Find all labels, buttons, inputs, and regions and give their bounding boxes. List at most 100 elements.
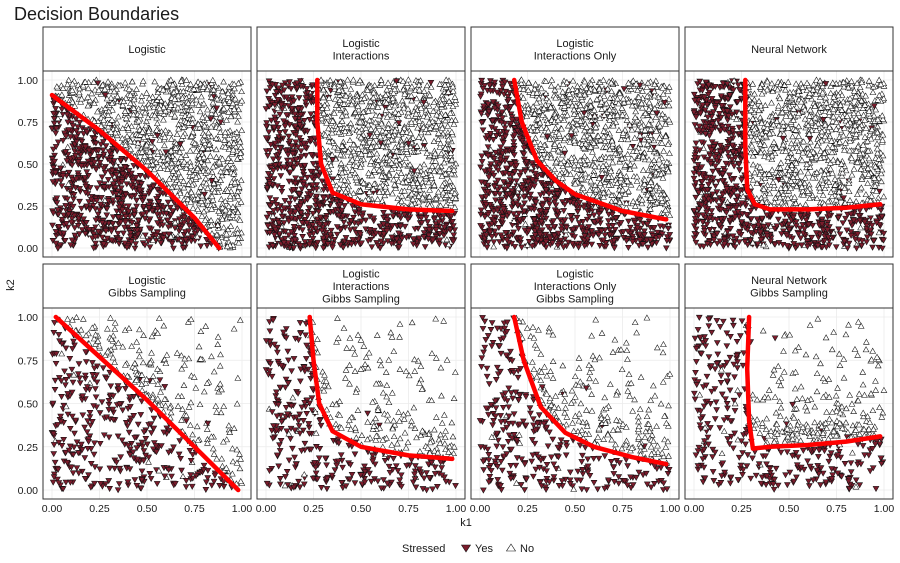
point-yes	[118, 200, 125, 207]
point-no	[599, 185, 607, 192]
point-yes	[166, 204, 174, 211]
point-no	[235, 183, 243, 190]
point-yes	[161, 231, 168, 238]
point-no	[227, 113, 235, 120]
point-yes	[156, 190, 164, 197]
point-no	[373, 150, 381, 157]
facet-panel: Logistic	[42, 26, 252, 258]
point-yes	[59, 137, 67, 144]
point-no	[325, 125, 332, 132]
point-no	[171, 112, 179, 119]
point-yes	[299, 234, 306, 240]
point-no	[572, 126, 580, 133]
point-yes	[284, 152, 292, 159]
point-yes	[125, 208, 133, 215]
point-yes	[164, 199, 172, 206]
point-no	[114, 113, 122, 120]
point-yes	[70, 196, 77, 203]
point-no	[367, 157, 375, 164]
point-yes	[479, 127, 487, 134]
point-yes	[117, 185, 125, 192]
point-no	[193, 233, 201, 240]
point-yes	[168, 240, 176, 247]
point-no	[237, 198, 245, 205]
point-no	[336, 97, 344, 103]
point-no	[185, 180, 192, 187]
point-no	[189, 93, 196, 100]
point-no	[639, 166, 647, 173]
point-no	[227, 157, 235, 164]
point-no	[84, 85, 92, 92]
point-yes	[50, 116, 58, 122]
point-no	[189, 128, 197, 135]
point-no	[71, 102, 79, 109]
point-no	[451, 93, 459, 100]
point-no	[230, 170, 238, 177]
point-yes	[63, 158, 71, 165]
point-no	[123, 132, 131, 139]
point-no	[107, 128, 115, 135]
point-no	[225, 108, 232, 115]
point-no	[203, 180, 210, 187]
point-no	[182, 164, 190, 171]
point-yes	[277, 173, 285, 180]
point-no	[162, 127, 169, 134]
point-yes	[133, 197, 140, 204]
point-yes	[427, 79, 435, 86]
point-no	[180, 87, 187, 94]
point-no	[226, 98, 233, 105]
point-yes	[574, 209, 582, 215]
point-no	[161, 133, 169, 140]
point-no	[204, 157, 212, 164]
point-no	[187, 80, 194, 87]
point-yes	[299, 227, 306, 234]
point-no	[219, 215, 226, 222]
point-yes	[83, 129, 91, 136]
point-no	[164, 166, 171, 172]
point-yes	[69, 203, 77, 210]
point-yes	[333, 231, 341, 238]
point-no	[452, 116, 459, 123]
facet-title: Interactions Only	[534, 50, 617, 62]
point-no	[217, 195, 225, 202]
point-yes	[58, 216, 66, 223]
point-no	[202, 175, 210, 182]
point-yes	[262, 106, 270, 113]
point-yes	[56, 242, 64, 249]
point-yes	[140, 204, 148, 210]
point-yes	[575, 244, 582, 251]
point-no	[213, 231, 221, 238]
point-yes	[436, 241, 443, 248]
point-no	[212, 135, 220, 141]
point-no	[221, 131, 229, 138]
point-no	[208, 205, 216, 212]
point-no	[171, 219, 179, 226]
point-no	[119, 125, 127, 132]
point-no	[238, 97, 246, 104]
point-no	[338, 117, 346, 124]
point-yes	[67, 187, 74, 194]
point-no	[235, 112, 242, 119]
point-yes	[516, 172, 524, 179]
point-no	[532, 80, 539, 87]
point-yes	[176, 141, 184, 148]
point-yes	[65, 169, 73, 176]
point-no	[221, 136, 228, 143]
point-yes	[71, 225, 79, 232]
point-no	[143, 89, 150, 96]
point-no	[208, 109, 215, 116]
point-no	[234, 118, 241, 125]
point-no	[208, 221, 215, 228]
facet-strip	[42, 26, 252, 72]
point-yes	[58, 183, 66, 190]
point-no	[127, 138, 134, 145]
point-no	[160, 110, 168, 117]
point-no	[186, 168, 194, 175]
point-yes	[53, 125, 60, 132]
point-yes	[68, 215, 76, 222]
point-yes	[51, 152, 58, 159]
point-no	[91, 100, 98, 106]
point-yes	[132, 174, 140, 181]
point-no	[108, 116, 116, 123]
point-no	[166, 129, 174, 136]
